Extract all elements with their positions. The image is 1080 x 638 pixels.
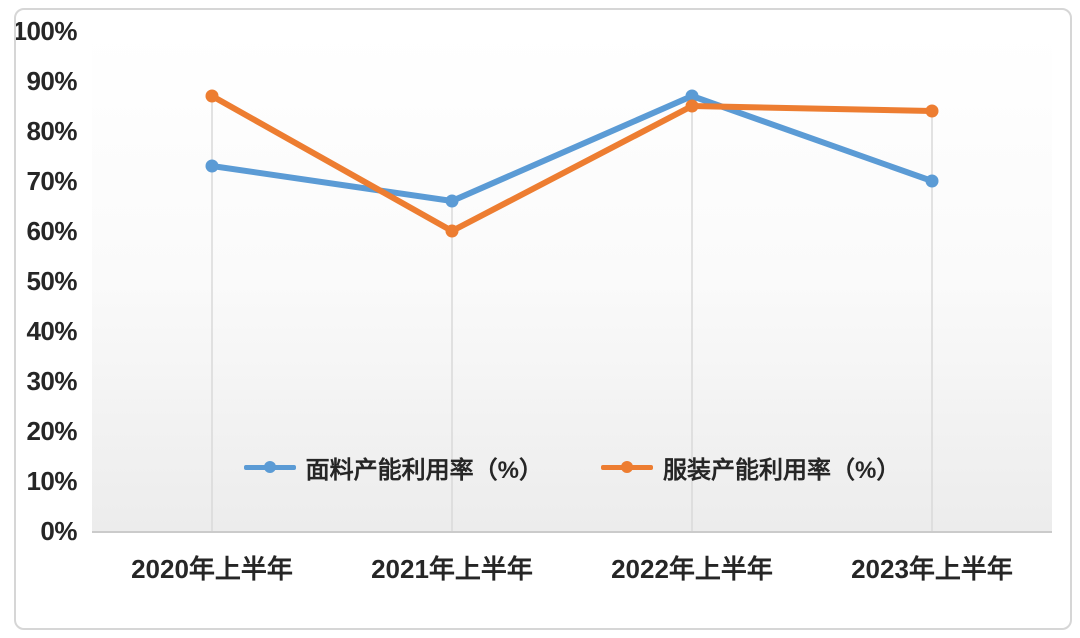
legend-label-fabric: 面料产能利用率（%） xyxy=(305,456,543,484)
data-point-garment xyxy=(685,99,699,113)
x-axis-category-label: 2020年上半年 xyxy=(131,554,293,584)
plot-area xyxy=(92,31,1052,532)
y-axis-tick-label: 80% xyxy=(26,116,77,146)
data-point-garment xyxy=(925,104,939,118)
series-line-garment xyxy=(209,93,935,234)
legend-dot-fabric xyxy=(263,461,276,473)
series-line-fabric xyxy=(209,93,935,204)
y-axis-tick-label: 10% xyxy=(26,466,77,496)
legend-item-garment[interactable]: 服装产能利用率（%） xyxy=(601,450,900,485)
legend-label-garment: 服装产能利用率（%） xyxy=(663,456,901,484)
data-point-fabric xyxy=(925,174,939,188)
y-axis-tick-label: 30% xyxy=(26,366,77,396)
y-axis-tick-label: 90% xyxy=(26,66,77,96)
y-axis-tick-label: 70% xyxy=(26,166,77,196)
y-axis-tick-label: 40% xyxy=(26,316,77,346)
legend-item-fabric[interactable]: 面料产能利用率（%） xyxy=(243,450,543,485)
legend-dot-garment xyxy=(621,461,633,473)
legend: 面料产能利用率（%） 服装产能利用率（%） xyxy=(92,445,1052,489)
y-axis: 0% 10% 20% 30% 40% 50% 60% 70% 80% 90% 100% xyxy=(0,0,80,638)
y-axis-tick-label: 20% xyxy=(26,416,77,446)
y-axis-tick-label: 0% xyxy=(40,516,77,546)
data-point-garment xyxy=(445,224,459,238)
data-point-fabric xyxy=(445,194,459,208)
legend-marker-fabric-icon xyxy=(243,460,296,474)
y-axis-tick-label: 60% xyxy=(26,216,77,246)
x-axis-category-label: 2021年上半年 xyxy=(371,554,533,584)
x-axis-category-label: 2023年上半年 xyxy=(851,554,1013,584)
data-point-fabric xyxy=(685,89,699,103)
x-axis-category-label: 2022年上半年 xyxy=(611,554,773,584)
data-point-garment xyxy=(205,89,219,103)
data-point-fabric xyxy=(205,159,219,173)
y-axis-tick-label: 50% xyxy=(26,266,77,296)
y-axis-tick-label: 100% xyxy=(12,16,78,46)
legend-marker-garment-icon xyxy=(601,460,653,474)
